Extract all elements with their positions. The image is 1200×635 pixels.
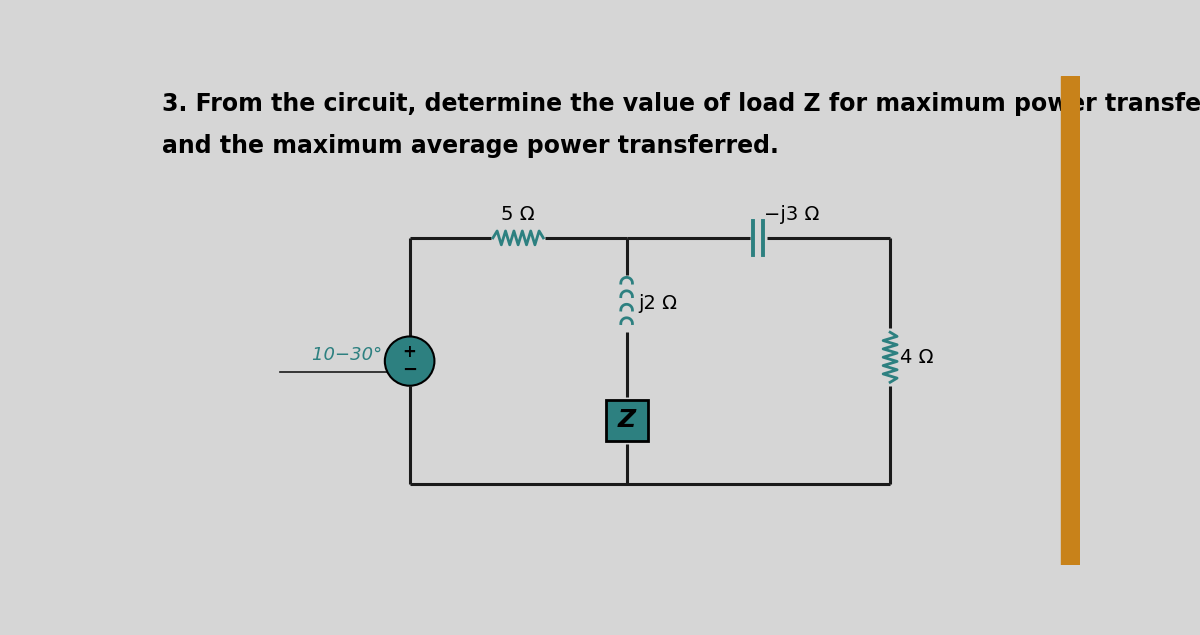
Text: 10−30° V: 10−30° V: [312, 346, 401, 364]
Text: 3. From the circuit, determine the value of load Z for maximum power transfer: 3. From the circuit, determine the value…: [162, 91, 1200, 116]
Text: −: −: [402, 361, 418, 379]
Bar: [1061, 76, 1080, 565]
Text: Z: Z: [618, 408, 636, 432]
Text: +: +: [403, 343, 416, 361]
Text: and the maximum average power transferred.: and the maximum average power transferre…: [162, 134, 779, 158]
Bar: [606, 399, 648, 441]
Text: 4 Ω: 4 Ω: [900, 348, 934, 367]
Text: j2 Ω: j2 Ω: [638, 294, 677, 313]
Text: 5 Ω: 5 Ω: [502, 205, 535, 224]
Circle shape: [385, 337, 434, 385]
Text: −j3 Ω: −j3 Ω: [763, 205, 820, 224]
